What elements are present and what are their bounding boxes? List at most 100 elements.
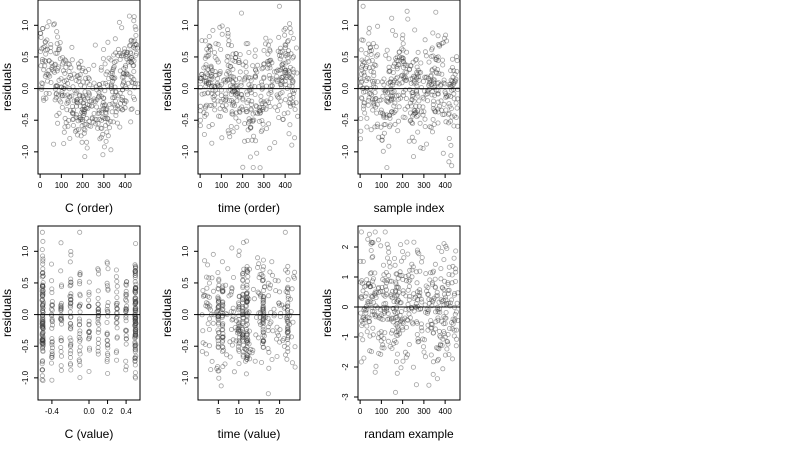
residual-point (435, 293, 441, 299)
residual-point (105, 120, 111, 126)
residual-point (95, 309, 101, 315)
residual-point (290, 94, 296, 100)
residual-point (398, 242, 404, 248)
residual-point (266, 58, 272, 64)
residual-point (253, 67, 259, 73)
residual-point (279, 79, 285, 85)
residual-point (393, 32, 399, 38)
residual-point (412, 74, 418, 80)
residual-point (208, 367, 214, 373)
residual-point (75, 118, 81, 124)
residual-point (364, 323, 370, 329)
residual-point (252, 53, 258, 59)
residual-point (361, 314, 367, 320)
residual-point (360, 103, 366, 109)
residual-point (267, 38, 273, 44)
residual-point (49, 351, 55, 357)
residual-point (442, 320, 448, 326)
residual-point (39, 321, 45, 327)
residual-point (418, 85, 424, 91)
residual-point (407, 315, 413, 321)
residual-point (95, 336, 101, 342)
residual-point (409, 94, 415, 100)
residual-point (244, 100, 250, 106)
residual-point (40, 299, 46, 305)
residual-point (450, 316, 456, 322)
residual-point (49, 348, 55, 354)
residual-point (435, 356, 441, 362)
residual-point (380, 289, 386, 295)
residual-point (389, 95, 395, 101)
residual-point (432, 109, 438, 115)
residual-point (230, 79, 236, 85)
residual-point (288, 30, 294, 36)
residual-point (132, 345, 138, 351)
residual-point (105, 308, 111, 314)
residual-point (124, 328, 130, 334)
residual-point (86, 102, 92, 108)
residual-point (448, 106, 454, 112)
residual-point (434, 358, 440, 364)
residual-point (58, 312, 64, 318)
residual-point (389, 93, 395, 99)
residual-point (415, 49, 421, 55)
residual-point (412, 108, 418, 114)
residual-point (202, 79, 208, 85)
residual-point (416, 103, 422, 109)
residual-point (260, 338, 266, 344)
residual-point (429, 47, 435, 53)
residual-point (42, 39, 48, 45)
residual-point (132, 318, 138, 324)
residual-point (40, 344, 46, 350)
residual-point (248, 346, 254, 352)
residual-point (443, 119, 449, 125)
residual-point (413, 382, 419, 388)
residual-point (59, 93, 65, 99)
residual-point (97, 116, 103, 122)
residual-point (396, 62, 402, 68)
residual-point (443, 93, 449, 99)
residual-point (395, 328, 401, 334)
residual-point (68, 297, 74, 303)
residual-point (134, 42, 140, 48)
residual-point (79, 139, 85, 145)
residual-point (386, 113, 392, 119)
residual-point (283, 289, 289, 295)
residual-point (282, 32, 288, 38)
residual-point (444, 94, 450, 100)
residual-point (395, 326, 401, 332)
residual-point (132, 298, 138, 304)
residual-point (398, 258, 404, 264)
residual-point (242, 138, 248, 144)
residual-point (97, 136, 103, 142)
residual-point (435, 120, 441, 126)
residual-point (237, 334, 243, 340)
residual-point (366, 315, 372, 321)
residual-point (361, 70, 367, 76)
y-axis-title: residuals (160, 289, 174, 337)
residual-point (411, 291, 417, 297)
residual-point (86, 336, 92, 342)
residual-point (78, 58, 84, 64)
residual-point (49, 360, 55, 366)
residual-point (426, 296, 432, 302)
y-tick-label: 0.0 (181, 82, 190, 94)
residual-point (120, 98, 126, 104)
residual-point (104, 83, 110, 89)
residual-point (67, 283, 73, 289)
residual-point (388, 293, 394, 299)
residual-point (448, 142, 454, 148)
residual-point (50, 68, 56, 74)
residual-point (429, 322, 435, 328)
residual-point (378, 243, 384, 249)
residual-point (79, 106, 85, 112)
residual-point (70, 110, 76, 116)
residual-point (66, 61, 72, 67)
residual-point (63, 58, 69, 64)
residual-point (132, 279, 138, 285)
residual-point (68, 343, 74, 349)
residual-point (240, 107, 246, 113)
residual-point (126, 13, 132, 19)
residual-point (384, 308, 390, 314)
residual-point (382, 293, 388, 299)
